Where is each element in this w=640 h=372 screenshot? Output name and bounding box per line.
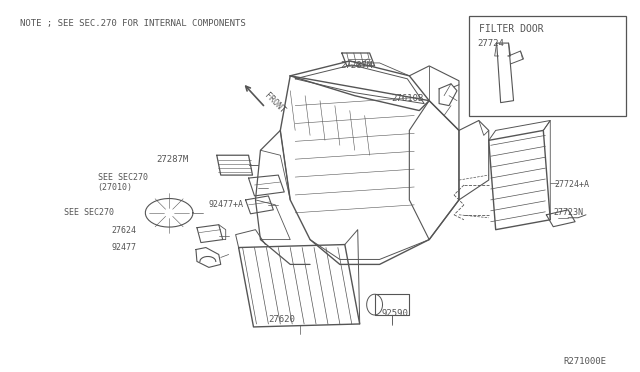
Text: 27610B: 27610B xyxy=(392,94,424,103)
Text: 92477+A: 92477+A xyxy=(209,200,244,209)
Text: SEE SEC270
(27010): SEE SEC270 (27010) xyxy=(98,173,148,192)
Text: 27724: 27724 xyxy=(477,39,504,48)
Text: FRONT: FRONT xyxy=(262,91,287,115)
Text: 27724+A: 27724+A xyxy=(554,180,589,189)
Bar xyxy=(469,16,626,116)
Text: 27624: 27624 xyxy=(111,226,136,235)
Text: 27723N: 27723N xyxy=(553,208,583,217)
Text: 27620: 27620 xyxy=(268,315,295,324)
Text: NOTE ; SEE SEC.270 FOR INTERNAL COMPONENTS: NOTE ; SEE SEC.270 FOR INTERNAL COMPONEN… xyxy=(20,19,246,28)
Text: 27287M: 27287M xyxy=(156,155,189,164)
Text: R271000E: R271000E xyxy=(563,357,606,366)
Text: 92590: 92590 xyxy=(381,309,408,318)
Text: SEE SEC270: SEE SEC270 xyxy=(64,208,114,217)
Text: 27287M: 27287M xyxy=(340,61,372,70)
Text: FILTER DOOR: FILTER DOOR xyxy=(479,24,543,34)
Text: 92477: 92477 xyxy=(111,243,136,251)
